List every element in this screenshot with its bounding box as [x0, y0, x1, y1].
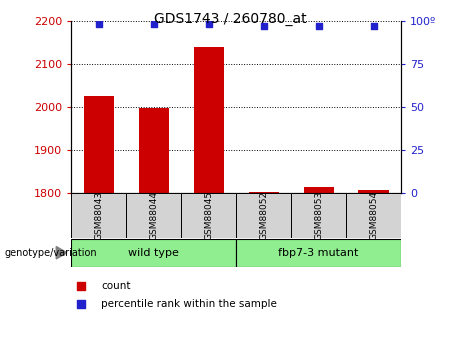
Text: GSM88045: GSM88045 — [204, 191, 213, 240]
Point — [205, 21, 213, 27]
Text: wild type: wild type — [129, 248, 179, 258]
Bar — [139, 108, 169, 193]
Bar — [359, 190, 389, 193]
Point — [95, 21, 103, 27]
Text: GSM88052: GSM88052 — [259, 191, 268, 240]
Bar — [303, 187, 334, 193]
Text: count: count — [101, 282, 131, 291]
Bar — [236, 239, 401, 267]
Text: genotype/variation: genotype/variation — [5, 248, 97, 258]
Bar — [126, 193, 181, 238]
Point — [315, 23, 322, 29]
Point — [260, 23, 267, 29]
Text: fbp7-3 mutant: fbp7-3 mutant — [278, 248, 359, 258]
Bar — [194, 47, 224, 193]
Text: percentile rank within the sample: percentile rank within the sample — [101, 299, 278, 308]
Text: GSM88044: GSM88044 — [149, 191, 159, 240]
Point — [150, 21, 158, 27]
Text: GSM88054: GSM88054 — [369, 191, 378, 240]
Text: GSM88053: GSM88053 — [314, 191, 323, 240]
Bar — [236, 193, 291, 238]
Text: GSM88043: GSM88043 — [95, 191, 103, 240]
Bar — [71, 239, 236, 267]
Point — [77, 301, 84, 306]
Bar — [181, 193, 236, 238]
Bar — [291, 193, 346, 238]
Text: GDS1743 / 260780_at: GDS1743 / 260780_at — [154, 12, 307, 26]
Polygon shape — [56, 246, 67, 259]
Point — [370, 23, 377, 29]
Bar — [346, 193, 401, 238]
Bar — [71, 193, 126, 238]
Bar — [84, 96, 114, 193]
Point — [77, 284, 84, 289]
